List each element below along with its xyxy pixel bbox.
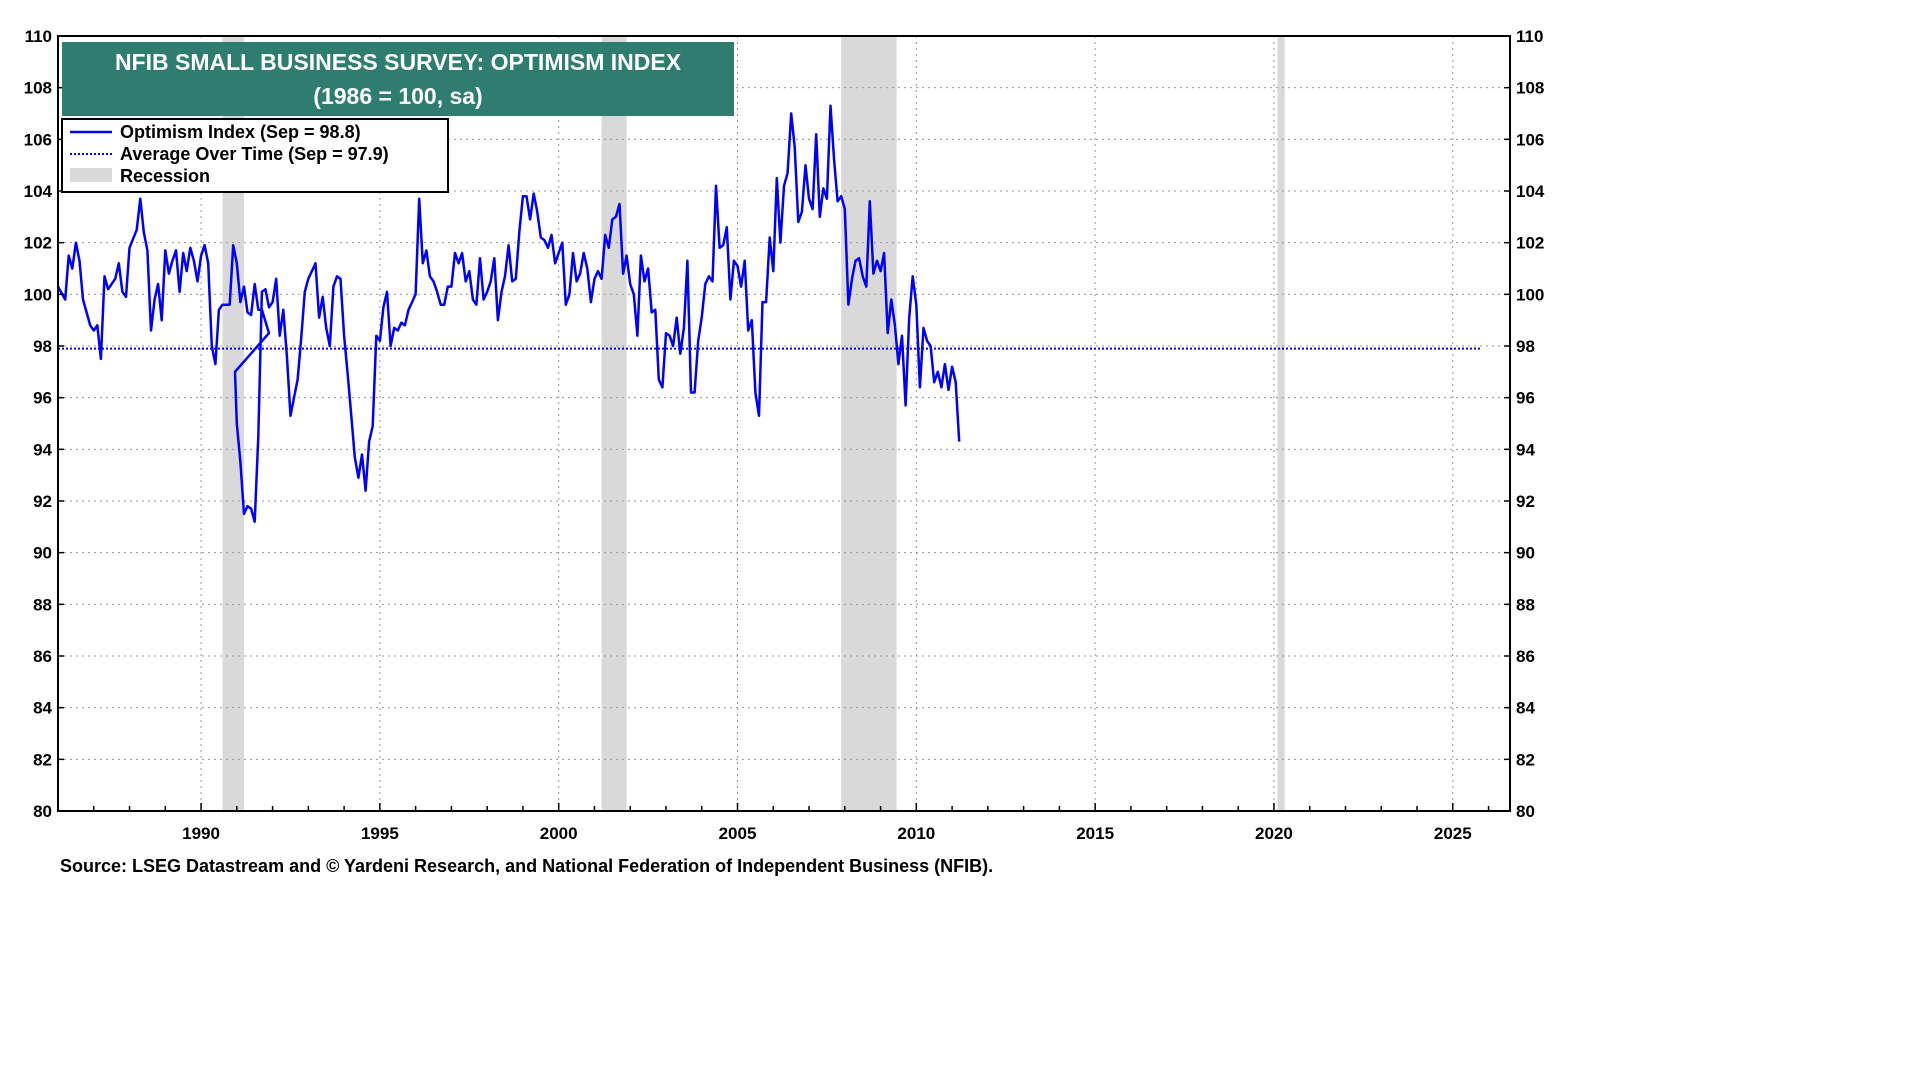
y-tick-label-left: 96 xyxy=(33,389,52,408)
y-tick-label-right: 92 xyxy=(1516,492,1535,511)
legend-item-optimism: Optimism Index (Sep = 98.8) xyxy=(120,122,361,142)
x-tick-label: 2020 xyxy=(1255,824,1293,843)
x-tick-label: 2005 xyxy=(719,824,757,843)
series-line xyxy=(56,104,961,523)
x-tick-label: 1990 xyxy=(182,824,220,843)
legend-item-recession: Recession xyxy=(120,166,210,186)
y-tick-label-left: 86 xyxy=(33,647,52,666)
y-tick-label-right: 110 xyxy=(1516,27,1543,46)
x-tick-label: 2025 xyxy=(1434,824,1472,843)
chart-svg: 80 80 82 82 84 84 86 86 88 88 90 90 92 92 94 94 96 96 98 98… xyxy=(24,27,1545,876)
title-box: NFIB SMALL BUSINESS SURVEY: OPTIMISM IND… xyxy=(62,42,734,116)
plot-frame xyxy=(57,35,1511,812)
recession-band xyxy=(222,36,244,811)
series xyxy=(56,104,961,523)
recession-band xyxy=(601,36,627,811)
x-tick-label: 1995 xyxy=(361,824,399,843)
y-tick-label-right: 102 xyxy=(1516,234,1544,253)
legend-item-average: Average Over Time (Sep = 97.9) xyxy=(120,144,389,164)
legend: Optimism Index (Sep = 98.8) Average Over… xyxy=(61,118,449,193)
chart-subtitle: (1986 = 100, sa) xyxy=(313,83,482,109)
y-tick-label-right: 104 xyxy=(1516,182,1545,201)
y-tick-label-right: 94 xyxy=(1516,440,1535,459)
chart: 80 80 82 82 84 84 86 86 88 88 90 90 92 92 94 94 96 96 98 98… xyxy=(24,27,1545,876)
y-tick-label-left: 84 xyxy=(33,699,52,718)
y-tick-label-left: 98 xyxy=(33,337,52,356)
y-tick-label-right: 96 xyxy=(1516,389,1535,408)
recession-band xyxy=(841,36,897,811)
y-tick-label-left: 90 xyxy=(33,544,52,563)
y-tick-label-left: 94 xyxy=(33,440,52,459)
chart-title: NFIB SMALL BUSINESS SURVEY: OPTIMISM IND… xyxy=(115,49,682,75)
y-tick-label-right: 84 xyxy=(1516,699,1535,718)
y-tick-label-left: 82 xyxy=(33,750,52,769)
source-note: Source: LSEG Datastream and © Yardeni Re… xyxy=(60,856,993,876)
y-tick-label-left: 102 xyxy=(24,234,52,253)
y-tick-label-left: 80 xyxy=(33,802,52,821)
y-tick-label-right: 82 xyxy=(1516,750,1535,769)
tick-labels: 80 80 82 82 84 84 86 86 88 88 90 90 92 92 94 94 96 96 98 98… xyxy=(24,27,1545,843)
x-tick-label: 2000 xyxy=(540,824,578,843)
y-tick-label-right: 80 xyxy=(1516,802,1535,821)
y-tick-label-right: 90 xyxy=(1516,544,1535,563)
y-tick-label-left: 104 xyxy=(24,182,53,201)
recession-band xyxy=(1277,36,1285,811)
axes xyxy=(57,35,1511,812)
y-tick-label-left: 100 xyxy=(24,285,52,304)
y-tick-label-right: 88 xyxy=(1516,595,1535,614)
y-tick-label-right: 100 xyxy=(1516,285,1544,304)
legend-recession-swatch xyxy=(70,168,112,182)
y-tick-label-right: 108 xyxy=(1516,79,1544,98)
y-tick-label-right: 86 xyxy=(1516,647,1535,666)
y-tick-label-left: 110 xyxy=(25,27,52,46)
x-tick-label: 2010 xyxy=(897,824,935,843)
y-tick-label-left: 108 xyxy=(24,79,52,98)
y-tick-label-left: 92 xyxy=(33,492,52,511)
y-tick-label-right: 106 xyxy=(1516,130,1544,149)
x-tick-label: 2015 xyxy=(1076,824,1114,843)
y-tick-label-left: 88 xyxy=(33,595,52,614)
recession-bands xyxy=(222,36,1285,811)
y-tick-label-left: 106 xyxy=(24,130,52,149)
y-tick-label-right: 98 xyxy=(1516,337,1535,356)
